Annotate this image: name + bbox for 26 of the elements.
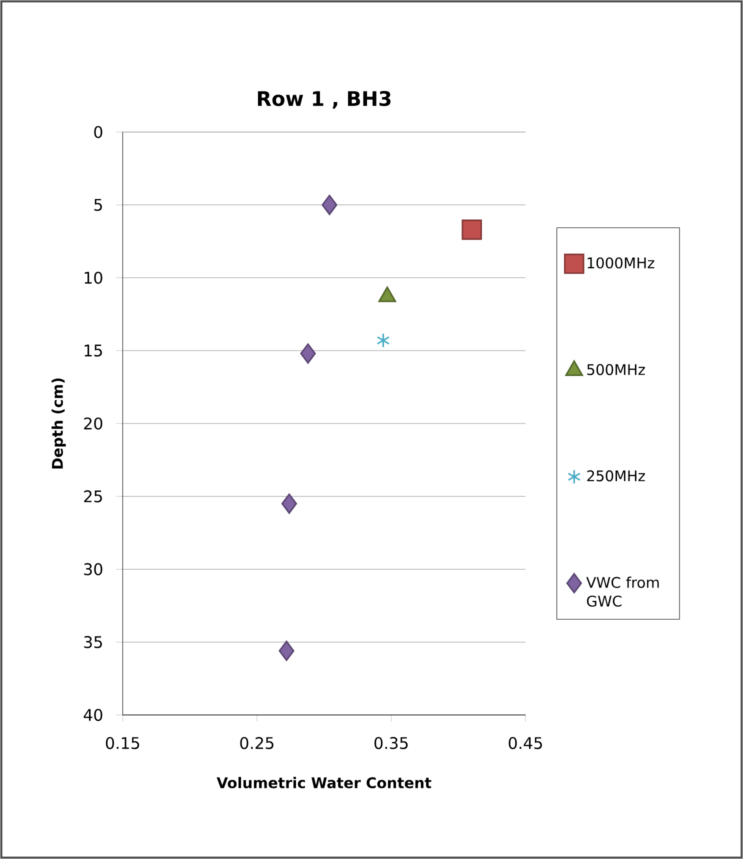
legend-label: VWC from GWC — [586, 576, 659, 607]
legend-label: 500MHz — [587, 364, 645, 376]
point — [281, 494, 298, 514]
y-tick-label: 25 — [84, 490, 102, 502]
y-tick-label: 30 — [84, 563, 102, 576]
y-tick-label: 10 — [84, 272, 102, 284]
y-tick-label: 5 — [94, 198, 102, 211]
x-tick-label: 0.35 — [374, 737, 408, 750]
legend-label: 1000MHz — [588, 257, 654, 268]
x-tick-label: 0.25 — [240, 737, 274, 750]
x-tick-label: 0.45 — [508, 737, 542, 750]
y-tick-label: 20 — [84, 417, 102, 430]
legend-label: 250MHz — [587, 470, 645, 482]
y-tick-label: 35 — [84, 636, 102, 648]
point — [278, 640, 294, 661]
point — [462, 220, 482, 240]
y-tick-label: 15 — [84, 344, 102, 357]
x-axis-title: Volumetric Water Content — [216, 776, 432, 788]
y-tick-label: 40 — [84, 708, 102, 722]
point — [300, 343, 316, 364]
y-axis-title: Depth (cm) — [52, 378, 66, 468]
chart-title: Row 1 , BH3 — [258, 90, 391, 109]
y-tick-label: 0 — [94, 126, 102, 138]
point — [322, 194, 338, 216]
point — [376, 332, 390, 348]
x-tick-label: 0.15 — [106, 737, 140, 750]
